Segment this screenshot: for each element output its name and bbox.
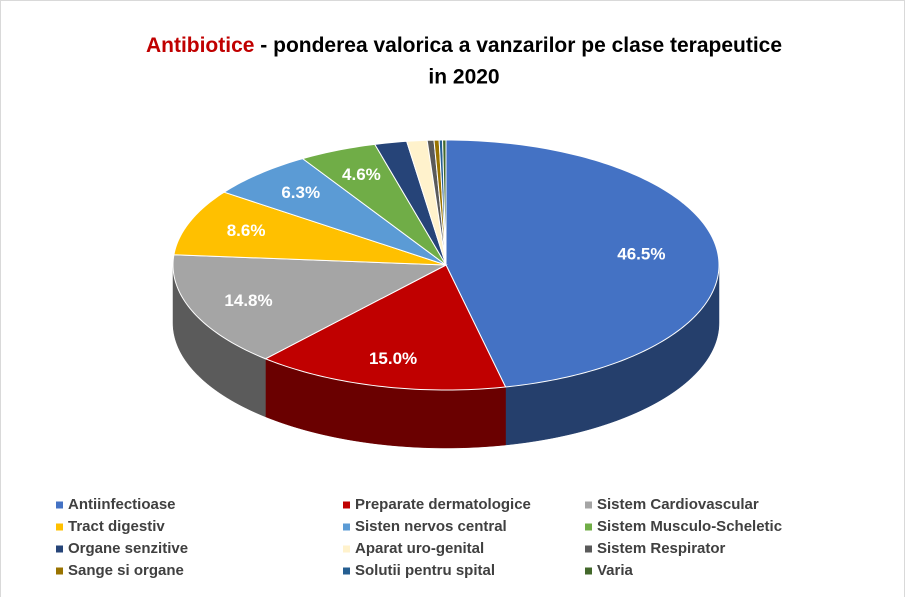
title-highlight: Antibiotice: [146, 34, 255, 57]
legend-label: Sistem Respirator: [597, 540, 726, 557]
legend-swatch: [56, 545, 63, 553]
legend-swatch: [343, 545, 350, 553]
legend-swatch: [343, 501, 350, 509]
slice: [445, 139, 720, 388]
legend-swatch: [585, 501, 592, 509]
slice: [222, 158, 447, 266]
legend-label: Antiinfectioase: [68, 496, 176, 513]
legend-label: Tract digestiv: [68, 518, 165, 535]
legend-label: Sistem Cardiovascular: [597, 496, 759, 513]
legend-label: Solutii pentru spital: [355, 562, 495, 579]
legend-label: Sange si organe: [68, 562, 184, 579]
legend-label: Sisten nervos central: [355, 518, 507, 535]
legend-swatch: [343, 567, 350, 575]
legend-swatch: [585, 523, 592, 531]
title-line2: in 2020: [428, 66, 499, 89]
legend-swatch: [585, 545, 592, 553]
legend-label: Varia: [597, 562, 634, 579]
title-rest: - ponderea valorica a vanzarilor pe clas…: [260, 34, 782, 57]
data-label: 15.0%: [369, 349, 417, 368]
slice: [173, 191, 447, 266]
legend-swatch: [56, 501, 63, 509]
slice: [442, 139, 447, 266]
data-label: 46.5%: [617, 245, 665, 264]
legend-label: Preparate dermatologice: [355, 496, 531, 513]
slice: [172, 254, 448, 360]
slice: [301, 143, 447, 266]
legend-swatch: [56, 523, 63, 531]
data-label: 4.6%: [342, 165, 381, 184]
data-label: 6.3%: [281, 183, 320, 202]
slice: [373, 140, 447, 266]
slice: [264, 264, 507, 391]
legend-label: Aparat uro-genital: [355, 540, 484, 557]
chart-title: Antibiotice - ponderea valorica a vanzar…: [146, 34, 782, 57]
data-label: 8.6%: [227, 221, 266, 240]
legend-swatch: [343, 523, 350, 531]
legend-label: Sistem Musculo-Scheletic: [597, 518, 782, 535]
legend-swatch: [56, 567, 63, 575]
data-label: 14.8%: [224, 291, 272, 310]
legend-swatch: [585, 567, 592, 575]
legend-label: Organe senzitive: [68, 540, 188, 557]
